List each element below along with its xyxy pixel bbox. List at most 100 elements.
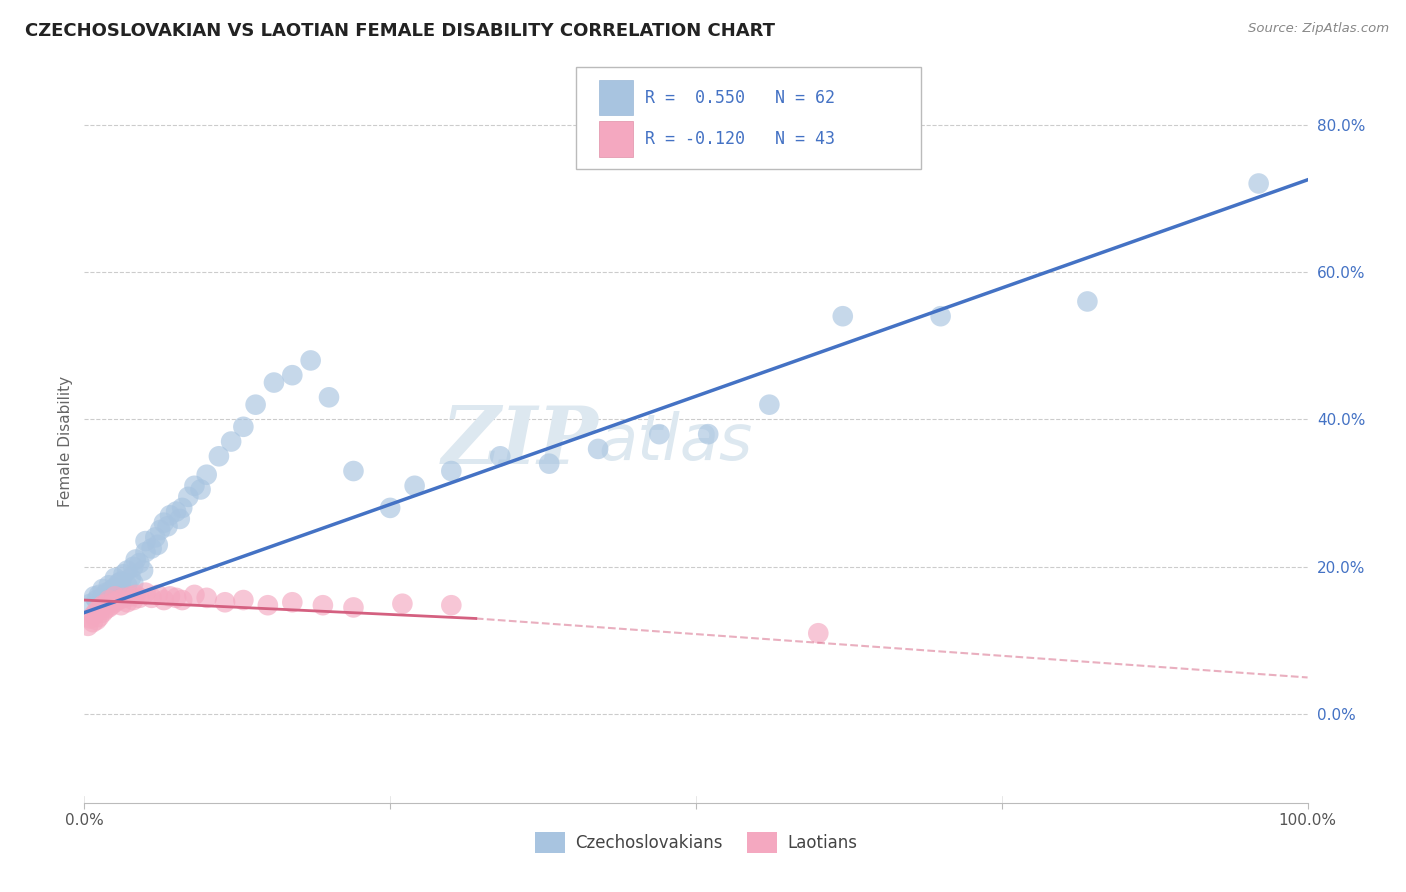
Point <box>299 353 322 368</box>
Point <box>172 593 194 607</box>
Point <box>195 467 218 482</box>
Point <box>104 571 127 585</box>
Point <box>929 309 952 323</box>
Point <box>100 583 122 598</box>
Point <box>807 626 830 640</box>
Point <box>115 595 138 609</box>
Point <box>79 611 101 625</box>
Point <box>122 560 145 574</box>
Point <box>538 457 561 471</box>
Point <box>82 615 104 630</box>
Y-axis label: Female Disability: Female Disability <box>58 376 73 508</box>
Point <box>115 578 138 592</box>
Point <box>153 593 176 607</box>
Point <box>87 588 110 602</box>
Point <box>135 585 157 599</box>
Point <box>440 464 463 478</box>
Point <box>83 607 105 622</box>
Point <box>159 508 181 523</box>
Point <box>141 541 163 556</box>
Text: atlas: atlas <box>598 410 752 473</box>
Point <box>149 523 172 537</box>
Point <box>159 590 181 604</box>
Point <box>219 434 242 449</box>
Point <box>758 398 780 412</box>
Point <box>77 619 100 633</box>
Point <box>128 556 150 570</box>
Point <box>122 593 145 607</box>
Point <box>83 590 105 604</box>
Point <box>115 564 138 578</box>
Point <box>107 576 129 591</box>
Point <box>146 588 169 602</box>
Point <box>169 512 191 526</box>
Point <box>110 585 132 599</box>
Point <box>165 591 187 605</box>
Point <box>86 593 108 607</box>
Point <box>104 595 127 609</box>
Point <box>104 581 127 595</box>
Point <box>156 519 179 533</box>
Point <box>141 591 163 605</box>
Point <box>172 500 194 515</box>
Point <box>112 567 135 582</box>
Point <box>318 390 340 404</box>
Point <box>404 479 426 493</box>
Point <box>190 483 212 497</box>
Point <box>342 600 364 615</box>
Point <box>120 571 142 585</box>
Point <box>110 598 132 612</box>
Point <box>120 590 142 604</box>
Point <box>177 490 200 504</box>
Point <box>97 593 120 607</box>
Point <box>135 534 157 549</box>
Point <box>281 595 304 609</box>
Point <box>146 538 169 552</box>
Point <box>195 591 218 605</box>
Point <box>96 597 118 611</box>
Point <box>165 505 187 519</box>
Point <box>128 591 150 605</box>
Text: R = -0.120   N = 43: R = -0.120 N = 43 <box>645 130 835 148</box>
Point <box>94 602 117 616</box>
Point <box>440 598 463 612</box>
Point <box>257 598 280 612</box>
Point <box>122 576 145 591</box>
Point <box>107 593 129 607</box>
Point <box>87 610 110 624</box>
Point <box>91 582 114 596</box>
Point <box>380 500 402 515</box>
Point <box>263 376 285 390</box>
Text: CZECHOSLOVAKIAN VS LAOTIAN FEMALE DISABILITY CORRELATION CHART: CZECHOSLOVAKIAN VS LAOTIAN FEMALE DISABI… <box>25 22 775 40</box>
Point <box>183 588 205 602</box>
Point <box>214 595 236 609</box>
Point <box>312 598 335 612</box>
Point <box>79 597 101 611</box>
Point <box>97 600 120 615</box>
Point <box>91 591 114 605</box>
Point <box>86 604 108 618</box>
Point <box>245 398 267 412</box>
Point <box>110 574 132 589</box>
Point <box>342 464 364 478</box>
Point <box>125 588 148 602</box>
Point <box>91 598 114 612</box>
Point <box>648 427 671 442</box>
Point <box>232 593 254 607</box>
Point <box>586 442 609 456</box>
Point <box>143 530 166 544</box>
Point <box>1076 294 1098 309</box>
Point <box>91 606 114 620</box>
Point <box>232 419 254 434</box>
Point <box>831 309 853 323</box>
Text: Source: ZipAtlas.com: Source: ZipAtlas.com <box>1249 22 1389 36</box>
Point <box>96 585 118 599</box>
Point <box>489 450 512 464</box>
Point <box>183 479 205 493</box>
Text: R =  0.550   N = 62: R = 0.550 N = 62 <box>645 88 835 106</box>
Point <box>208 450 231 464</box>
Point <box>100 598 122 612</box>
Point <box>132 564 155 578</box>
Point <box>125 552 148 566</box>
Point <box>697 427 720 442</box>
